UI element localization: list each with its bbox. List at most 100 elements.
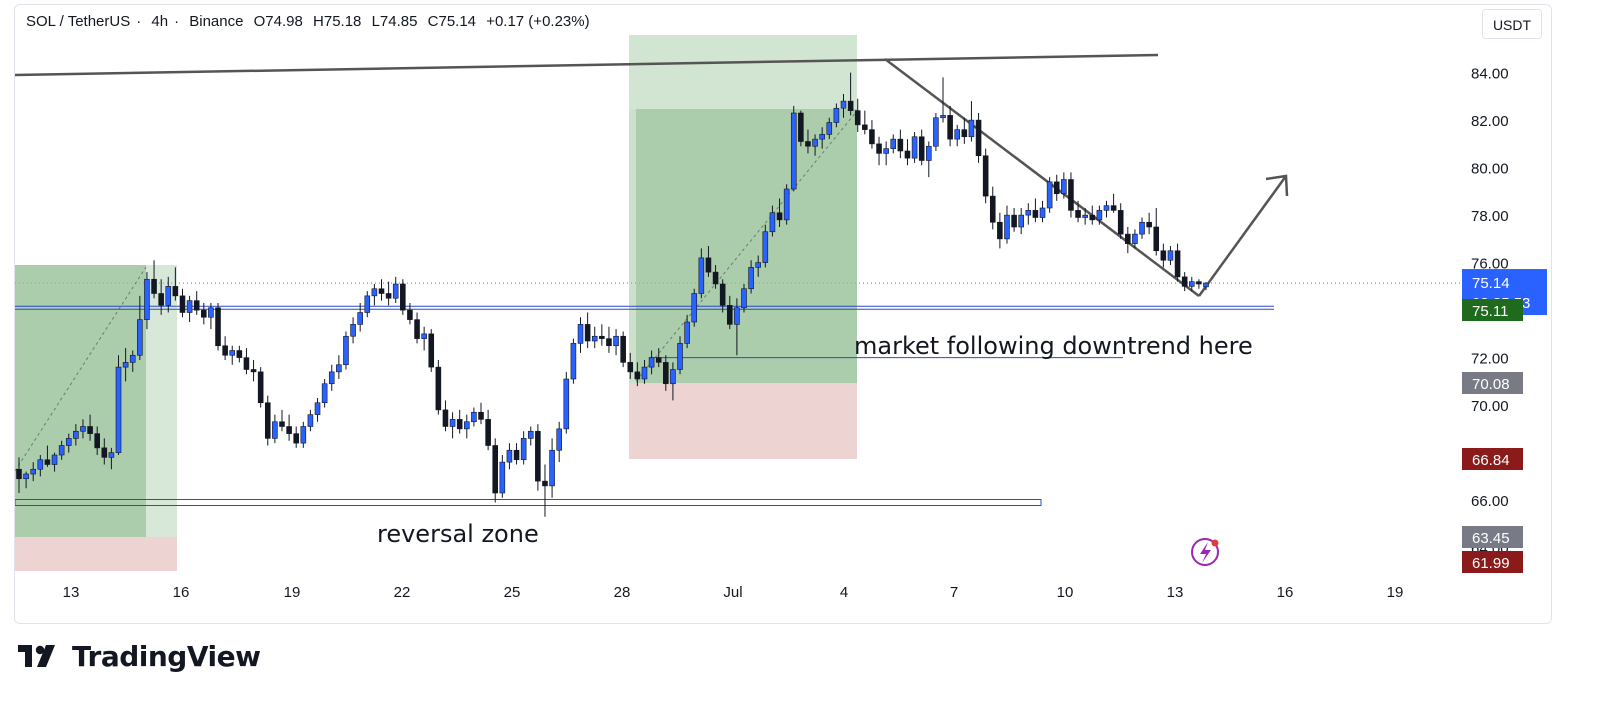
candle-body bbox=[1167, 250, 1174, 261]
candle-body bbox=[257, 371, 264, 404]
candle-body bbox=[968, 119, 975, 138]
time-axis[interactable]: 13 16 19 22 25 28 Jul 4 7 10 13 16 19 bbox=[63, 584, 1404, 601]
position-zone-2 bbox=[15, 537, 177, 571]
candle-body bbox=[776, 212, 783, 221]
alert-icon-bolt bbox=[1200, 542, 1211, 563]
symbol-header: SOL / TetherUS · 4h · Binance O74.98 H75.1… bbox=[26, 13, 596, 30]
candle-body bbox=[208, 307, 214, 318]
candle-body bbox=[357, 312, 363, 325]
candle-body bbox=[712, 271, 719, 285]
annotations: market following downtrend here reversal … bbox=[377, 332, 1253, 566]
candle-body bbox=[705, 257, 712, 273]
price-tick-label: 76.00 bbox=[1471, 256, 1509, 273]
price-chart[interactable]: market following downtrend here reversal … bbox=[15, 5, 1552, 624]
candle-body bbox=[719, 283, 726, 306]
candle-body bbox=[947, 115, 953, 140]
time-tick-label: 19 bbox=[284, 584, 301, 601]
tradingview-logo[interactable]: TradingView bbox=[18, 636, 261, 676]
candle-body bbox=[997, 221, 1003, 240]
price-tick-label: 66.00 bbox=[1471, 493, 1509, 510]
price-axis[interactable]: 84.0082.0080.0078.0076.0074.0072.0070.00… bbox=[1462, 66, 1547, 573]
candle-body bbox=[826, 122, 833, 135]
candle-body bbox=[144, 278, 150, 320]
candle-body bbox=[321, 383, 328, 404]
price-label-value: 66.84 bbox=[1472, 452, 1510, 469]
time-tick-label: Jul bbox=[723, 584, 742, 601]
candle-body bbox=[272, 421, 278, 439]
candle-body bbox=[1061, 179, 1067, 195]
candle-body bbox=[1132, 233, 1138, 244]
price-tick-label: 78.00 bbox=[1471, 208, 1509, 225]
ohlc-close: C75.14 bbox=[427, 13, 477, 30]
candle-body bbox=[883, 148, 889, 154]
candle-body bbox=[520, 438, 527, 461]
zone-diagonal-right bbox=[635, 110, 858, 382]
candle-body bbox=[471, 411, 477, 423]
price-tick-label: 80.00 bbox=[1471, 161, 1509, 178]
currency-selector-button[interactable]: USDT bbox=[1482, 9, 1542, 39]
candle-body bbox=[300, 426, 307, 444]
candle-body bbox=[1117, 210, 1124, 235]
candle-body bbox=[606, 338, 612, 347]
price-label-badge bbox=[1462, 448, 1523, 470]
candle-body bbox=[513, 449, 520, 461]
candle-body bbox=[1011, 214, 1017, 228]
candle-body bbox=[236, 350, 243, 358]
projection-arrow-line bbox=[1197, 175, 1288, 297]
candle-body bbox=[65, 438, 72, 446]
candle-body bbox=[1096, 210, 1103, 221]
ohlc-high: H75.18 bbox=[313, 13, 362, 30]
timeframe[interactable]: 4h bbox=[151, 13, 169, 30]
alert-icon-ring bbox=[1191, 538, 1219, 566]
candle-body bbox=[684, 321, 690, 344]
downtrend-line bbox=[884, 58, 1200, 297]
time-tick-label: 19 bbox=[1387, 584, 1404, 601]
candle-body bbox=[286, 426, 292, 434]
candle-body bbox=[186, 300, 193, 313]
candle-body bbox=[499, 461, 506, 494]
candle-body bbox=[400, 283, 406, 311]
header-separator: · bbox=[136, 13, 142, 30]
candle-body bbox=[506, 449, 513, 463]
candle-body bbox=[790, 112, 797, 190]
candle-body bbox=[1053, 181, 1060, 195]
price-tick-label: 82.00 bbox=[1471, 113, 1509, 130]
ohlc-open: O74.98 bbox=[253, 13, 303, 30]
header-separator: · bbox=[174, 13, 180, 30]
candle-body bbox=[129, 354, 136, 363]
candle-body bbox=[87, 426, 93, 434]
candle-body bbox=[634, 371, 641, 380]
candle-body bbox=[336, 364, 342, 373]
candle-body bbox=[485, 419, 491, 446]
candle-body bbox=[1046, 181, 1053, 209]
candle-body bbox=[1018, 214, 1024, 228]
candle-body bbox=[627, 362, 634, 373]
candle-body bbox=[456, 419, 463, 430]
candle-body bbox=[464, 421, 470, 430]
candle-body bbox=[201, 309, 207, 318]
candle-body bbox=[876, 143, 882, 154]
candle-body bbox=[769, 212, 776, 233]
drawing-lines bbox=[15, 53, 1289, 506]
candle-body bbox=[933, 117, 939, 147]
candle-body bbox=[165, 286, 172, 306]
candle-body bbox=[449, 419, 456, 427]
candle-body bbox=[819, 134, 825, 140]
candle-body bbox=[73, 430, 79, 439]
annotation-reversal-zone: reversal zone bbox=[377, 520, 539, 548]
candle-body bbox=[435, 366, 442, 411]
candle-body bbox=[698, 257, 705, 294]
time-tick-label: 10 bbox=[1057, 584, 1074, 601]
candle-body bbox=[137, 319, 143, 356]
brand-name: TradingView bbox=[72, 639, 261, 673]
candle-body bbox=[556, 428, 562, 451]
symbol-name[interactable]: SOL / TetherUS bbox=[26, 13, 131, 30]
price-label-value: 70.08 bbox=[1472, 376, 1510, 393]
candle-body bbox=[890, 138, 897, 149]
candle-body bbox=[911, 136, 918, 159]
candle-body bbox=[670, 369, 676, 385]
annotation-downtrend: market following downtrend here bbox=[854, 332, 1253, 360]
candle-body bbox=[755, 262, 761, 268]
candle-body bbox=[535, 430, 541, 482]
position-zones bbox=[15, 35, 858, 571]
